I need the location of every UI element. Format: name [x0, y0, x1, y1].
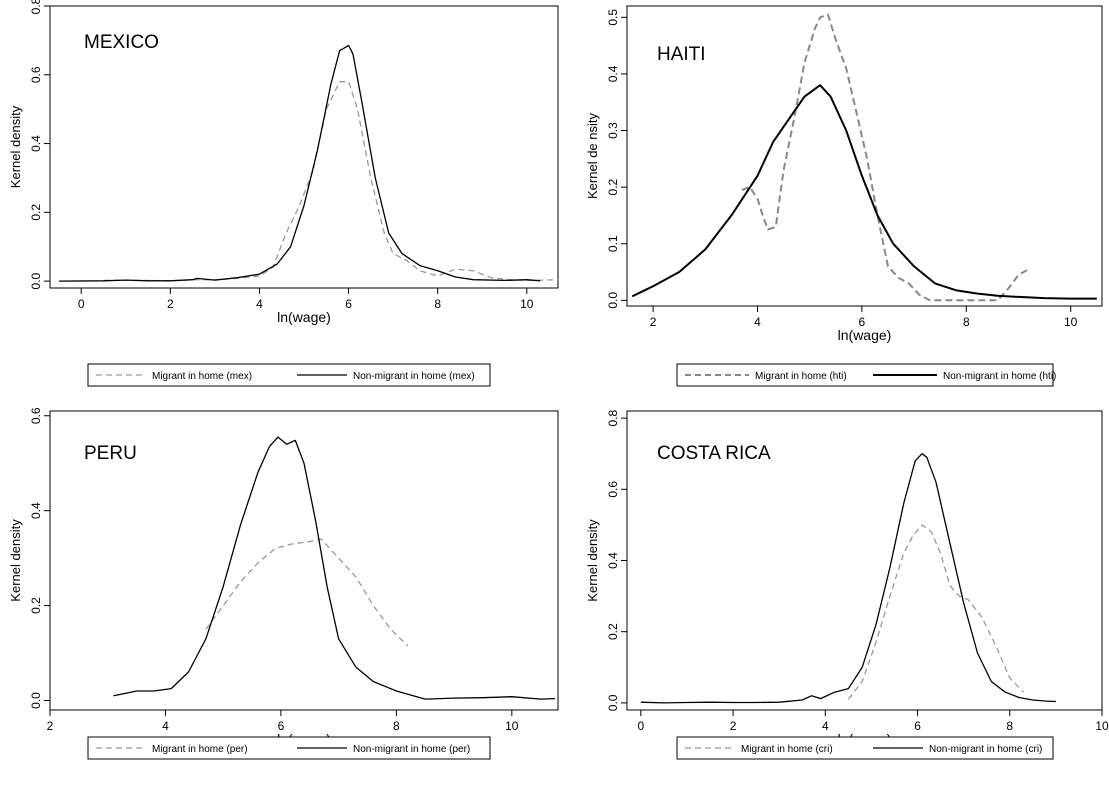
x-tick-label: 4 — [754, 315, 761, 329]
x-tick-label: 6 — [914, 719, 921, 733]
series-line-migrant — [205, 538, 409, 647]
y-axis-label: Kernel density — [8, 105, 23, 188]
x-axis-label: ln(wage) — [838, 327, 892, 343]
legend-label: Migrant in home (cri) — [741, 744, 833, 755]
y-tick-label: 0.0 — [606, 292, 620, 309]
x-tick-label: 0 — [78, 297, 85, 311]
legend: Migrant in home (per) Non-migrant in home… — [87, 736, 491, 760]
y-tick-label: 0.8 — [29, 0, 43, 14]
panel-title: HAITI — [657, 44, 706, 65]
plot-frame — [49, 5, 559, 289]
legend-box — [676, 363, 1054, 387]
y-tick-label: 0.4 — [606, 65, 620, 82]
x-tick-label: 4 — [162, 719, 169, 733]
x-tick-label: 0 — [637, 719, 644, 733]
legend-box — [87, 736, 491, 760]
x-tick-label: 2 — [47, 719, 54, 733]
y-tick-label: 0.2 — [606, 623, 620, 640]
x-tick-label: 4 — [822, 719, 829, 733]
series-line-migrant — [103, 81, 559, 282]
y-axis-label: Kernel density — [8, 519, 23, 602]
y-tick-label: 0.2 — [29, 597, 43, 614]
legend-label: Migrant in home (hti) — [755, 371, 847, 382]
x-tick-label: 10 — [1095, 719, 1109, 733]
legend: Migrant in home (cri) Non-migrant in home… — [676, 736, 1054, 760]
y-tick-label: 0.6 — [606, 481, 620, 498]
x-tick-label: 8 — [434, 297, 441, 311]
x-tick-label: 6 — [859, 315, 866, 329]
series-line-non-migrant — [113, 436, 556, 700]
legend-label: Non-migrant in home (mex) — [353, 371, 475, 382]
y-tick-label: 0.6 — [29, 66, 43, 83]
legend-label: Non-migrant in home (hti) — [943, 371, 1056, 382]
panel-title: PERU — [84, 443, 137, 464]
chart-panel-3: 0.00.20.40.6246810ln(wage)Kernel density… — [8, 407, 559, 760]
series-line-migrant — [847, 524, 1025, 700]
y-axis-label: Kernel de nsity — [585, 113, 600, 199]
x-axis-label: ln(wage) — [277, 309, 331, 325]
y-tick-label: 0.8 — [606, 409, 620, 426]
x-tick-label: 2 — [650, 315, 657, 329]
chart-panel-1: 0.0 0.2 0.4 0.6 0.8 0 2 4 6 8 10 ln(wage) Kernel den… — [8, 0, 559, 387]
y-tick-label: 0.1 — [606, 235, 620, 252]
y-tick-label: 0.2 — [606, 178, 620, 195]
legend-box — [87, 363, 491, 387]
x-tick-label: 2 — [167, 297, 174, 311]
x-tick-label: 8 — [1006, 719, 1013, 733]
plot-frame — [626, 5, 1103, 307]
plot-frame — [49, 410, 559, 711]
y-axis-label: Kernel density — [585, 519, 600, 602]
series-line-non-migrant — [631, 84, 1097, 300]
x-tick-label: 8 — [393, 719, 400, 733]
x-tick-label: 6 — [278, 719, 285, 733]
legend-label: Migrant in home (mex) — [152, 371, 252, 382]
y-tick-label: 0.4 — [29, 502, 43, 519]
panel-title: COSTA RICA — [657, 443, 771, 464]
y-tick-label: 0.4 — [29, 135, 43, 152]
y-tick-label: 0.3 — [606, 122, 620, 139]
x-tick-label: 10 — [520, 297, 534, 311]
x-tick-label: 8 — [963, 315, 970, 329]
x-tick-label: 4 — [256, 297, 263, 311]
x-tick-label: 10 — [505, 719, 519, 733]
series-line-migrant — [741, 13, 1030, 302]
y-tick-label: 0.0 — [606, 694, 620, 711]
y-tick-label: 0.2 — [29, 204, 43, 221]
y-tick-label: 0.4 — [606, 552, 620, 569]
x-tick-label: 2 — [730, 719, 737, 733]
series-line-non-migrant — [640, 453, 1056, 704]
chart-panel-2: 0.0 0.1 0.2 0.3 0.4 0.5 2 4 6 8 10 ln(wage) Kernel d… — [585, 5, 1103, 387]
y-tick-label: 0.5 — [606, 9, 620, 26]
series-line-non-migrant — [58, 44, 541, 282]
legend-box — [676, 736, 1054, 760]
y-tick-label: 0.0 — [29, 692, 43, 709]
x-tick-label: 10 — [1064, 315, 1078, 329]
y-tick-label: 0.0 — [29, 272, 43, 289]
x-tick-label: 6 — [345, 297, 352, 311]
y-tick-label: 0.6 — [29, 407, 43, 424]
legend: Migrant in home (hti) Non-migrant in home… — [676, 363, 1056, 387]
legend-label: Non-migrant in home (cri) — [929, 744, 1042, 755]
panel-title: MEXICO — [84, 32, 159, 53]
legend-label: Migrant in home (per) — [152, 744, 248, 755]
legend-label: Non-migrant in home (per) — [353, 744, 470, 755]
legend: Migrant in home (mex) Non-migrant in home… — [87, 363, 491, 387]
